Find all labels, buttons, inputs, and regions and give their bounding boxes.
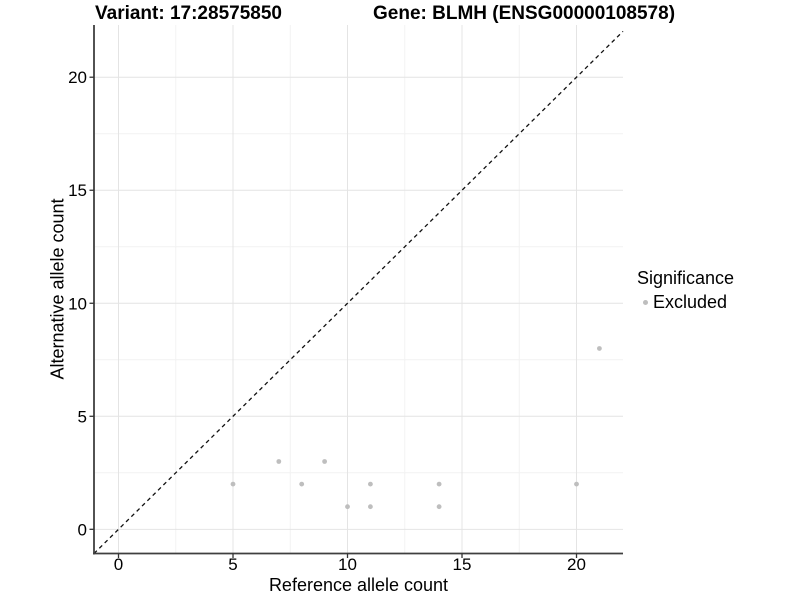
legend-item-label: Excluded [653,291,728,312]
gene-title: Gene: BLMH (ENSG00000108578) [373,3,676,24]
data-point [322,459,328,464]
data-point [436,504,442,510]
x-tick-label: 15 [453,555,472,574]
x-tick-label: 5 [228,555,237,574]
data-point [230,481,236,487]
data-point [574,481,579,487]
data-point [299,481,305,487]
y-tick-label: 5 [78,407,87,426]
variant-title: Variant: 17:28575850 [95,3,282,24]
data-point [436,481,442,487]
data-point [276,459,282,464]
y-tick-label: 20 [68,68,87,87]
x-axis-title: Reference allele count [268,575,449,595]
legend: Significance Excluded [637,268,734,313]
legend-title: Significance [637,268,735,288]
y-tick-label: 0 [78,520,87,539]
data-point [368,481,373,487]
x-tick-label: 0 [114,555,123,574]
x-tick-label: 20 [567,555,586,574]
x-tick-label: 10 [338,555,357,574]
y-tick-label: 10 [68,294,87,313]
data-point [368,504,373,510]
y-tick-label: 15 [68,181,87,200]
identity-dashed-line [93,30,624,554]
y-axis-title: Alternative allele count [47,198,68,380]
data-point [345,504,350,510]
legend-item-excluded: Excluded [637,292,734,314]
excluded-point-icon [643,299,648,305]
data-point [597,346,602,351]
